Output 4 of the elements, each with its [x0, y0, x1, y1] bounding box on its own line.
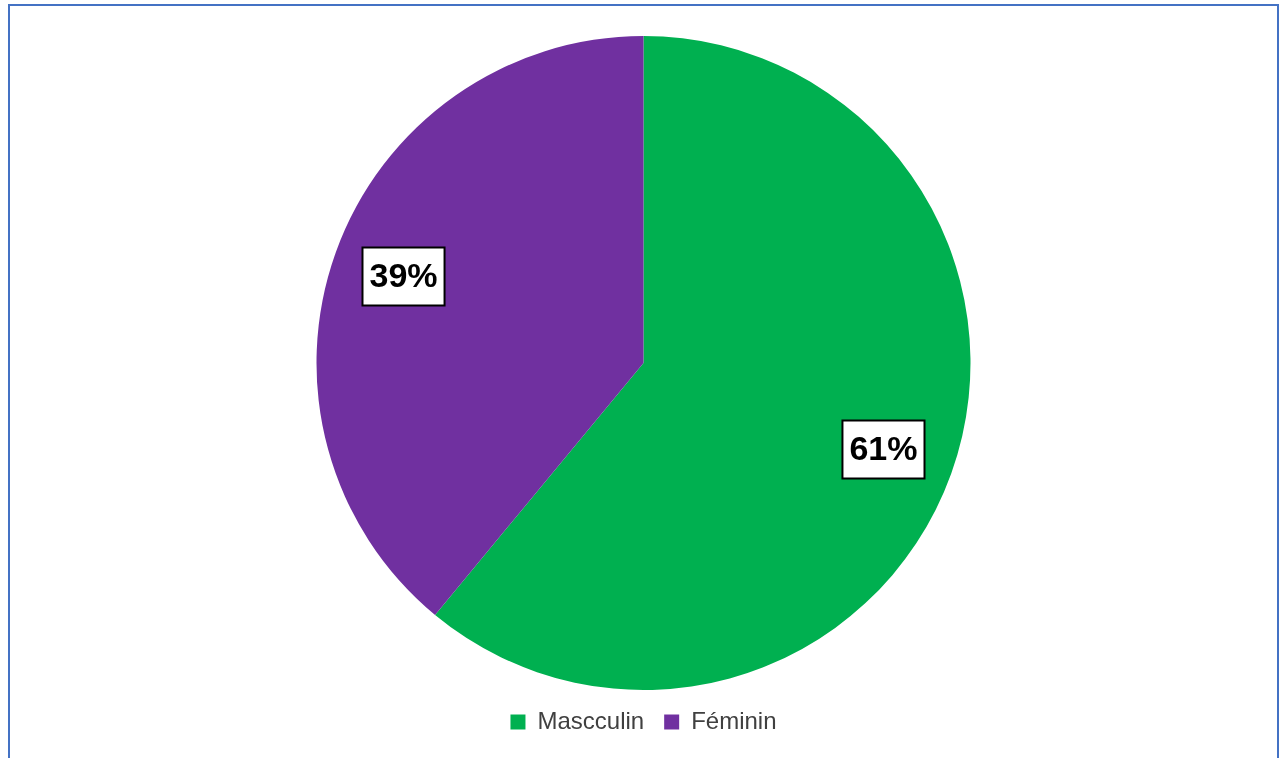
data-label: 61%	[849, 428, 918, 467]
data-label: 39%	[369, 255, 438, 294]
legend-label: Féminin	[691, 706, 777, 734]
legend-label: Mascculin	[537, 706, 645, 734]
